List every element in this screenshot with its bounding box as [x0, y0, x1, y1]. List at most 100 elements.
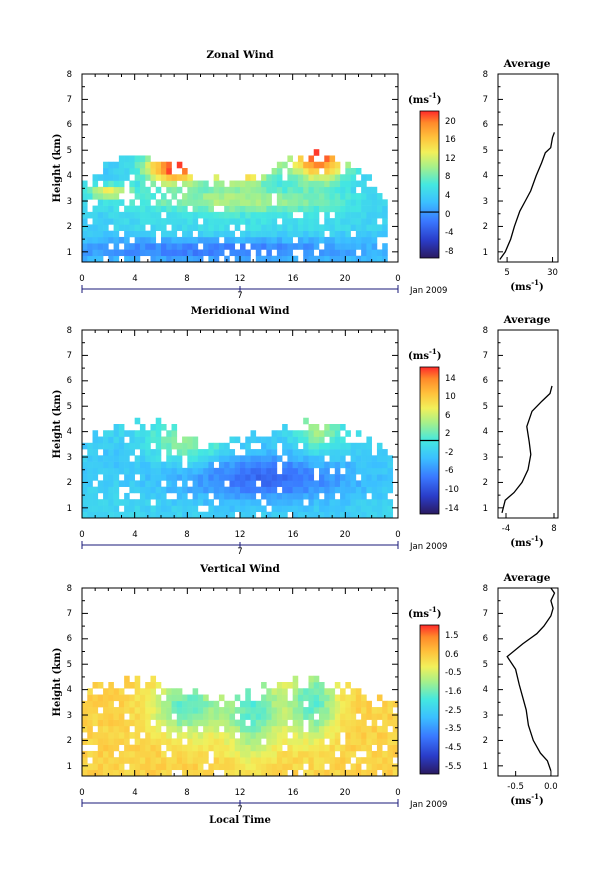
colorbar-tick: -4.5 — [445, 743, 462, 753]
heatmap-cell — [250, 180, 257, 188]
heatmap-cell — [213, 757, 220, 764]
heatmap-cell — [324, 486, 330, 494]
heatmap-cell — [345, 732, 351, 739]
heatmap-cell — [266, 700, 272, 708]
heatmap-cell — [303, 480, 309, 487]
heatmap-cell — [271, 186, 278, 194]
heatmap-cell — [350, 218, 357, 225]
heatmap-cell — [319, 757, 325, 764]
heatmap-cell — [113, 168, 120, 175]
heatmap-cell — [176, 249, 183, 257]
heatmap-cell — [276, 505, 283, 513]
heatmap-cell — [366, 461, 372, 469]
heatmap-cell — [340, 174, 346, 181]
heatmap-cell — [155, 243, 162, 250]
heatmap-cell — [261, 180, 267, 188]
heatmap-cell — [245, 688, 251, 695]
heatmap-cell — [92, 505, 99, 513]
heatmap-cell — [266, 449, 272, 456]
heatmap-cell — [276, 688, 283, 695]
heatmap-cell — [340, 700, 346, 708]
profile-title: Average — [503, 572, 551, 584]
heatmap-cell — [324, 499, 330, 506]
heatmap-cell — [87, 193, 93, 200]
heatmap-cell — [129, 249, 135, 257]
heatmap-cell — [113, 243, 120, 250]
heatmap-cell — [350, 732, 357, 739]
heatmap-cell — [271, 455, 278, 462]
heatmap-cell — [224, 725, 230, 733]
heatmap-cell — [329, 763, 336, 771]
heatmap-cell — [345, 499, 351, 506]
heatmap-cell — [308, 713, 315, 720]
heatmap-cell — [139, 174, 146, 181]
heatmap-cell — [103, 505, 109, 513]
heatmap-cell — [192, 243, 199, 250]
heatmap-cell — [166, 249, 172, 257]
heatmap-cell — [187, 442, 193, 450]
heatmap-cell — [166, 769, 172, 777]
heatmap-cell — [187, 455, 193, 462]
heatmap-cell — [229, 744, 236, 752]
heatmap-cell — [340, 763, 346, 771]
heatmap-cell — [266, 725, 272, 733]
heatmap-cell — [92, 694, 99, 702]
heatmap-cell — [134, 700, 141, 708]
heatmap-cell — [139, 224, 146, 231]
heatmap-cell — [197, 719, 204, 727]
heatmap-cell — [234, 757, 241, 764]
heatmap-cell — [134, 757, 141, 764]
heatmap-cell — [345, 442, 351, 450]
heatmap-cell — [282, 161, 288, 169]
heatmap-cell — [376, 763, 383, 771]
heatmap-cell — [271, 449, 278, 456]
heatmap-cell — [118, 732, 125, 739]
heatmap-cell — [361, 744, 367, 752]
heatmap-cell — [303, 243, 309, 250]
heatmap-cell — [139, 763, 146, 771]
heatmap-cell — [261, 230, 267, 238]
heatmap-cell — [224, 732, 230, 739]
profile-frame — [497, 73, 559, 263]
heatmap-cell — [303, 732, 309, 739]
heatmap-cell — [229, 474, 236, 481]
heatmap-cell — [287, 725, 293, 733]
heatmap-cell — [382, 757, 388, 764]
heatmap-cell — [387, 750, 394, 758]
heatmap-cell — [182, 449, 188, 456]
heatmap-cell — [129, 480, 135, 487]
heatmap-cell — [108, 719, 114, 727]
heatmap-cell — [218, 486, 225, 494]
heatmap-cell — [340, 230, 346, 238]
heatmap-cell — [203, 449, 209, 456]
heatmap-cell — [350, 499, 357, 506]
heatmap-cell — [334, 174, 341, 181]
heatmap-cell — [334, 461, 341, 469]
heatmap-cell — [324, 505, 330, 513]
heatmap-cell — [334, 230, 341, 238]
heatmap-cell — [224, 474, 230, 481]
heatmap-cell — [282, 199, 288, 206]
heatmap-cell — [134, 174, 141, 181]
heatmap-cell — [329, 155, 336, 163]
heatmap-cell — [319, 255, 325, 263]
heatmap-cell — [161, 719, 167, 727]
heatmap-cell — [166, 455, 172, 462]
heatmap-cell — [376, 199, 383, 206]
heatmap-cell — [255, 719, 262, 727]
heatmap-cell — [97, 769, 104, 777]
heatmap-cell — [176, 205, 183, 213]
heatmap-cell — [355, 180, 362, 188]
heatmap-cell — [382, 505, 388, 513]
heatmap-cell — [134, 467, 141, 475]
heatmap-cell — [129, 161, 135, 169]
heatmap-cell — [308, 224, 315, 231]
heatmap-cell — [329, 436, 336, 444]
heatmap-cell — [376, 707, 383, 714]
heatmap-cell — [250, 243, 257, 250]
heatmap-cell — [276, 725, 283, 733]
heatmap-cell — [282, 707, 288, 714]
heatmap-cell — [255, 750, 262, 758]
heatmap-cell — [361, 757, 367, 764]
heatmap-cell — [276, 719, 283, 727]
